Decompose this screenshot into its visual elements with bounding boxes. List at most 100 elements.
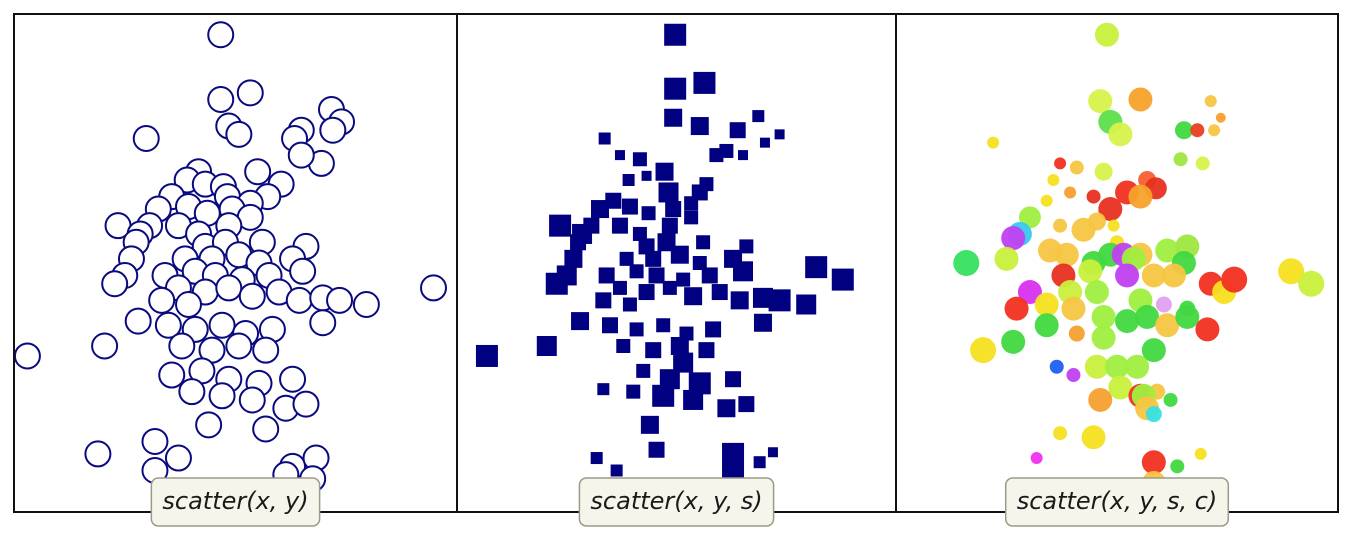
data-point [1091, 325, 1116, 350]
data-point [1034, 313, 1059, 338]
data-point [1054, 157, 1067, 170]
data-point [1091, 304, 1116, 329]
data-point [420, 274, 448, 302]
data-point [696, 235, 711, 250]
data-point [287, 141, 315, 169]
points-layer [475, 23, 854, 512]
data-point [1204, 95, 1217, 108]
data-point [598, 132, 611, 145]
data-point [953, 250, 980, 276]
caption-box [578, 477, 775, 527]
data-point [1084, 354, 1109, 379]
data-point [536, 336, 557, 356]
data-point [752, 110, 765, 123]
data-point [1088, 89, 1113, 114]
data-point [717, 399, 736, 418]
data-point [571, 312, 590, 331]
data-point [629, 322, 644, 337]
data-point [1098, 197, 1123, 222]
data-point [1105, 354, 1129, 379]
caption-text: scatter(x, y, s) [590, 487, 762, 515]
data-point [701, 267, 718, 284]
data-point [1094, 22, 1119, 47]
data-point [1141, 263, 1166, 288]
data-point [1108, 375, 1133, 400]
data-point [1155, 238, 1180, 263]
data-point [994, 246, 1019, 271]
data-point [285, 286, 313, 314]
data-point [670, 245, 689, 264]
data-point [670, 337, 689, 355]
data-point [662, 280, 677, 295]
data-point [759, 137, 770, 148]
caption-scatter-xysc: scatter(x, y, s, c) [1004, 477, 1230, 527]
data-point [1175, 304, 1200, 329]
data-point [619, 251, 634, 266]
data-point [1040, 194, 1053, 207]
data-point [252, 415, 280, 443]
caption-text: scatter(x, y, s, c) [1017, 487, 1218, 515]
data-point [1064, 186, 1077, 199]
data-point [648, 441, 665, 458]
data-point [225, 120, 253, 148]
data-point [601, 317, 618, 334]
data-point [1195, 156, 1210, 171]
data-point [1135, 304, 1160, 329]
data-point [658, 182, 679, 203]
data-point [236, 79, 264, 107]
data-point [154, 311, 182, 339]
data-point [614, 150, 625, 161]
data-point [738, 150, 749, 161]
data-point [753, 313, 772, 332]
data-point [244, 158, 272, 186]
data-point [590, 452, 603, 465]
data-point [1078, 259, 1103, 284]
data-point [729, 122, 746, 139]
data-point [636, 363, 651, 378]
data-point [767, 447, 778, 458]
data-point [1155, 296, 1172, 313]
data-point [621, 198, 638, 215]
data-point [597, 383, 610, 396]
data-point [1208, 124, 1221, 137]
data-point [1066, 368, 1081, 383]
data-point [124, 307, 152, 335]
data-point [610, 464, 623, 477]
data-point [665, 201, 682, 218]
data-point [970, 337, 997, 364]
data-point [1107, 219, 1120, 232]
data-point [1061, 296, 1086, 321]
data-point [1155, 313, 1180, 338]
data-point [1128, 87, 1153, 112]
data-point [709, 148, 724, 163]
data-point [238, 386, 266, 414]
data-point [1068, 325, 1085, 342]
data-point [768, 289, 791, 312]
data-point [632, 152, 647, 167]
data-point [215, 274, 243, 302]
caption-box [1004, 477, 1230, 527]
panel-scatter-xysc: scatter(x, y, s, c) [895, 13, 1339, 527]
data-point [774, 129, 785, 140]
data-point [570, 234, 587, 251]
data-point [1278, 258, 1305, 285]
data-point [626, 384, 641, 399]
panel-scatter-xys: scatter(x, y, s) [456, 13, 897, 527]
data-point [14, 342, 41, 370]
data-point [616, 339, 631, 353]
data-point [611, 217, 628, 234]
data-point [641, 206, 656, 221]
data-point [664, 23, 687, 46]
data-point [693, 71, 716, 94]
data-point [831, 268, 854, 291]
data-point [753, 456, 766, 469]
data-point [722, 442, 745, 465]
data-point [688, 372, 711, 395]
data-point [207, 21, 235, 49]
data-point [101, 270, 129, 298]
data-point [1094, 162, 1113, 181]
data-point [164, 444, 192, 472]
data-point [158, 361, 186, 389]
data-point [739, 239, 754, 254]
